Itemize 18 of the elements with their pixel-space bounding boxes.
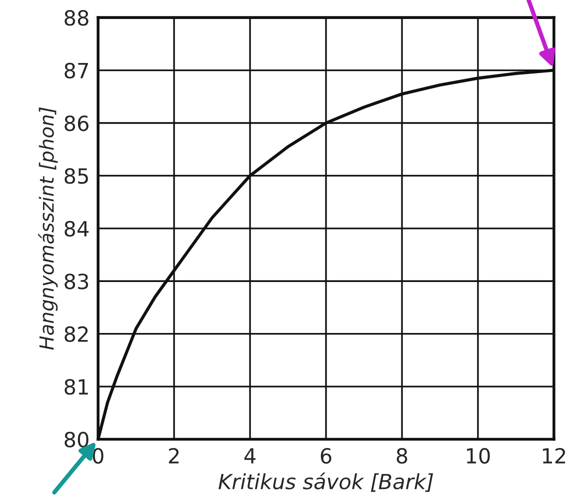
x-axis-title: Kritikus sávok [Bark]	[218, 472, 434, 492]
x-tick-label: 4	[244, 448, 256, 464]
y-tick-label: 81	[64, 378, 88, 395]
x-tick-label: 10	[466, 448, 490, 464]
y-tick-label: 80	[64, 432, 88, 448]
y-tick-label: 85	[64, 168, 88, 184]
x-tick-label: 2	[168, 448, 179, 464]
y-tick-label: 84	[64, 220, 89, 237]
x-tick-label: 0	[92, 448, 104, 464]
x-tick-label: 6	[320, 448, 332, 464]
y-tick-label: 82	[64, 326, 88, 342]
y-tick-label: 86	[64, 115, 88, 132]
y-tick-label: 83	[64, 274, 88, 290]
x-tick-label: 12	[542, 448, 566, 464]
x-tick-label: 8	[396, 448, 408, 464]
y-tick-label: 88	[64, 10, 88, 26]
y-axis-title: Hangnyomásszint [phon]	[38, 107, 58, 350]
y-tick-label: 87	[64, 62, 88, 78]
